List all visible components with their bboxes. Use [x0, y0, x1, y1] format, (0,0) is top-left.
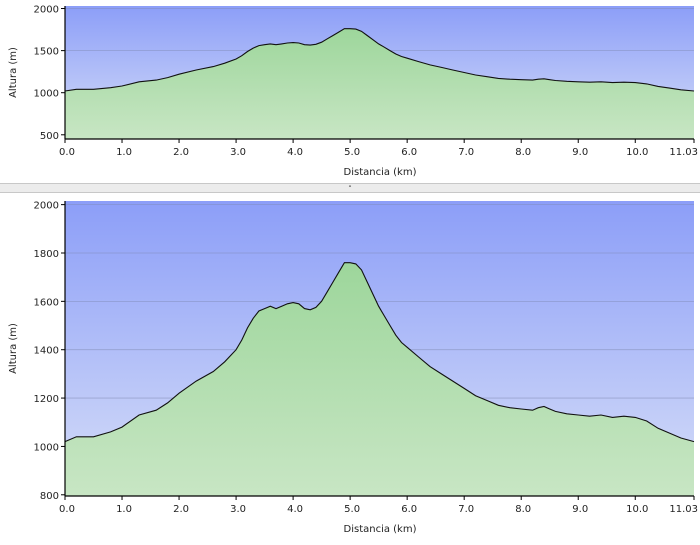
elevation-chart-overview: 0.0 1.0 2.0 3.0 4.0 5.0 6.0 7.0 8.0 9.0 10.0 11.03 … [8, 5, 698, 178]
x-tick-label: 5.0 [344, 147, 360, 158]
x-axis-label: Distancia (km) [344, 524, 417, 535]
y-tick-label: 1800 [34, 249, 59, 260]
panel-splitter[interactable]: ˄ [0, 183, 700, 193]
elevation-area [65, 262, 694, 496]
x-tick-label: 7.0 [458, 147, 474, 158]
x-tick-label: 3.0 [230, 504, 246, 515]
x-tick-label: 9.0 [572, 147, 588, 158]
x-tick-label: 9.0 [572, 504, 588, 515]
x-tick-label: 8.0 [515, 147, 531, 158]
y-axis-ticks: 500 1000 1500 2000 [34, 5, 65, 142]
x-tick-label: 10.0 [626, 147, 648, 158]
elevation-line [64, 28, 695, 92]
x-tick-label: 6.0 [401, 147, 417, 158]
y-tick-label: 1000 [34, 442, 59, 453]
x-tick-label: 6.0 [401, 504, 417, 515]
x-tick-label: 11.03 [669, 504, 698, 515]
y-tick-label: 800 [40, 491, 59, 502]
x-axis-label: Distancia (km) [344, 167, 417, 178]
x-tick-label: 0.0 [59, 147, 75, 158]
x-axis-ticks: 0.0 1.0 2.0 3.0 4.0 5.0 6.0 7.0 8.0 9.0 10.0 11.03 [59, 139, 698, 158]
elevation-chart-detail: 0.0 1.0 2.0 3.0 4.0 5.0 6.0 7.0 8.0 9.0 10.0 11.03 … [8, 201, 698, 535]
y-tick-label: 1600 [34, 297, 59, 308]
y-axis-label: Altura (m) [8, 323, 19, 374]
x-tick-label: 5.0 [344, 504, 360, 515]
x-tick-label: 0.0 [59, 504, 75, 515]
x-tick-label: 4.0 [287, 504, 303, 515]
x-axis-ticks: 0.0 1.0 2.0 3.0 4.0 5.0 6.0 7.0 8.0 9.0 10.0 11.03 [59, 496, 698, 515]
elevation-line [64, 262, 695, 443]
x-tick-label: 3.0 [230, 147, 246, 158]
y-tick-label: 2000 [34, 5, 59, 16]
y-tick-label: 1000 [34, 89, 59, 100]
y-tick-label: 2000 [34, 201, 59, 212]
x-tick-label: 2.0 [173, 147, 189, 158]
x-tick-label: 1.0 [116, 504, 132, 515]
x-tick-label: 2.0 [173, 504, 189, 515]
y-tick-label: 500 [40, 131, 59, 142]
splitter-grip-icon: ˄ [348, 185, 352, 193]
x-tick-label: 7.0 [458, 504, 474, 515]
x-tick-label: 10.0 [626, 504, 648, 515]
x-tick-label: 11.03 [669, 147, 698, 158]
x-tick-label: 8.0 [515, 504, 531, 515]
x-tick-label: 4.0 [287, 147, 303, 158]
y-tick-label: 1200 [34, 394, 59, 405]
x-tick-label: 1.0 [116, 147, 132, 158]
elevation-area [65, 28, 694, 140]
y-tick-label: 1400 [34, 346, 59, 357]
y-axis-label: Altura (m) [8, 47, 19, 98]
y-axis-ticks: 800 1000 1200 1400 1600 1800 2000 [34, 201, 65, 502]
axes [64, 6, 694, 140]
y-tick-label: 1500 [34, 47, 59, 58]
